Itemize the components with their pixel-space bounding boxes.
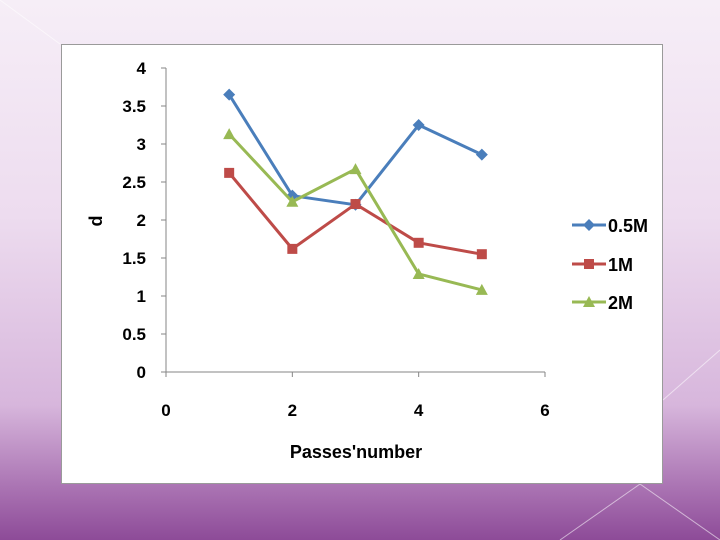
series-0.5M [223,88,488,211]
series-1M [224,167,487,260]
series-line [228,171,483,256]
legend-marker [583,219,595,231]
data-point [350,199,361,210]
y-tick-label: 3.5 [122,97,146,116]
y-tick-label: 0.5 [122,325,146,344]
line-chart: 0 0.5 1 1.5 2 2.5 3 3.5 4 0 2 4 6 Passes'number d 0… [86,59,648,462]
legend-marker [584,259,594,269]
legend-item: 0.5M [572,216,648,236]
y-tick-label: 2.5 [122,173,146,192]
x-tick-label: 0 [161,401,170,420]
chart-panel: 0 0.5 1 1.5 2 2.5 3 3.5 4 0 2 4 6 Passes'number d 0… [61,44,663,484]
legend-label: 0.5M [608,216,648,236]
chart-legend: 0.5M 1M 2M [572,216,648,313]
y-tick-label: 4 [137,59,147,78]
legend-item: 2M [572,293,633,313]
y-tick-label: 2 [137,211,146,230]
data-point [349,163,362,175]
data-point [476,249,487,260]
y-tick-label: 1 [137,287,146,306]
series-line [227,93,483,207]
legend-item: 1M [572,255,633,275]
x-tick-label: 2 [288,401,297,420]
y-tick-label: 1.5 [122,249,146,268]
legend-label: 2M [608,293,633,313]
data-point [475,283,488,295]
x-axis-ticks: 0 2 4 6 [161,372,550,420]
x-axis-title: Passes'number [290,442,422,462]
chart-axes [165,68,545,373]
data-point [223,128,236,140]
legend-label: 1M [608,255,633,275]
series-2M [223,128,488,295]
data-point [475,148,488,161]
y-tick-label: 0 [137,363,146,382]
y-axis-ticks: 0 0.5 1 1.5 2 2.5 3 3.5 4 [122,59,166,382]
series-layer [223,88,488,295]
data-point [412,267,425,279]
data-point [412,119,425,131]
x-tick-label: 4 [414,401,424,420]
data-point [286,195,299,207]
x-tick-label: 6 [540,401,549,420]
data-point [224,167,235,178]
data-point [287,243,298,254]
data-point [413,237,424,248]
y-tick-label: 3 [137,135,146,154]
y-axis-title: d [86,216,106,227]
legend-marker [583,296,595,307]
data-point [223,88,236,101]
